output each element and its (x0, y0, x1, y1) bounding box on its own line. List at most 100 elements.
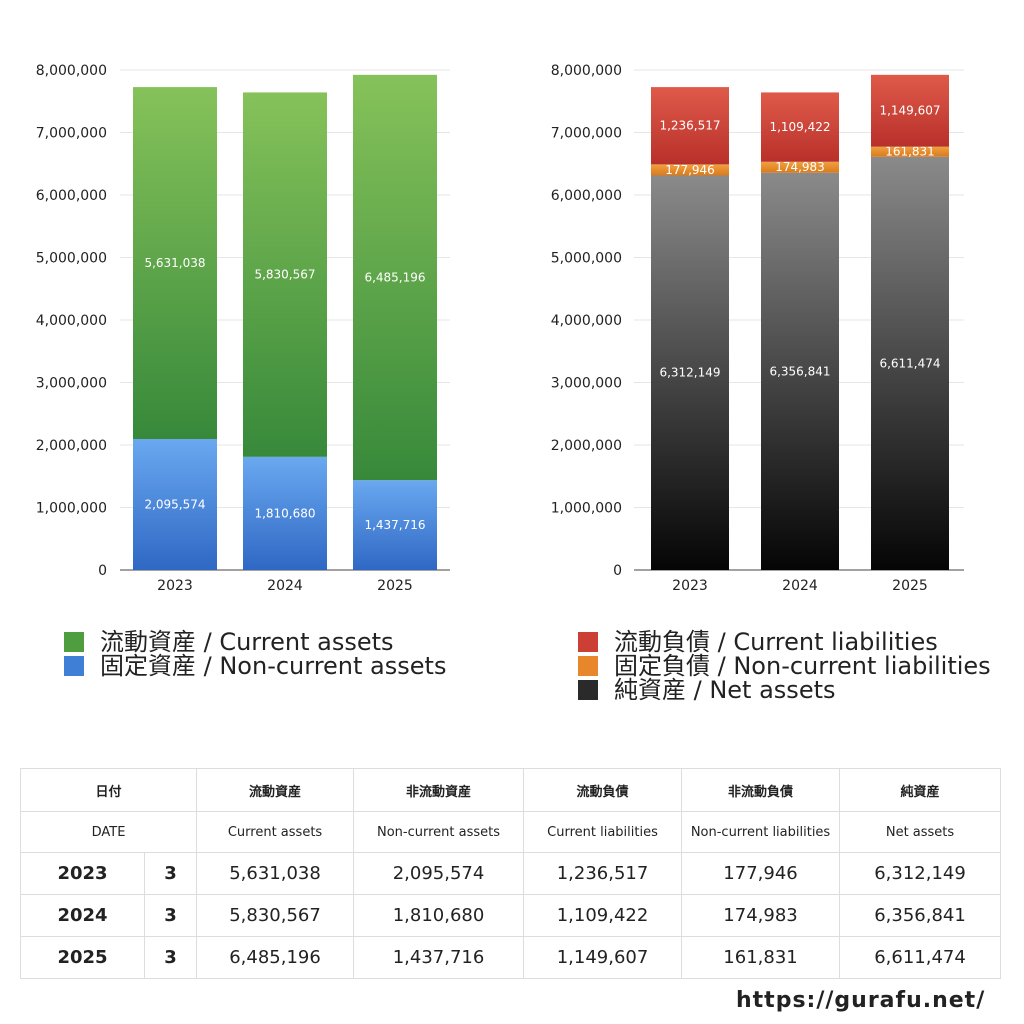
legend-item-net-assets: 純資産 / Net assets (578, 678, 991, 702)
bar-segment (651, 164, 729, 176)
data-label: 1,149,607 (879, 104, 940, 118)
bar-segment (761, 172, 839, 570)
data-label: 1,236,517 (659, 119, 720, 133)
table-header-cell: Current liabilities (523, 811, 683, 853)
table-cell: 1,437,716 (353, 936, 525, 979)
table-cell: 6,611,474 (839, 936, 1002, 979)
bar-segment (353, 480, 437, 570)
table-header-cell: Current assets (196, 811, 355, 853)
assets-chart: 0 1,000,000 2,000,000 3,000,000 4,000,000 5,0… (36, 63, 450, 594)
table-cell-month: 3 (143, 894, 198, 937)
table-cell: 5,631,038 (196, 852, 355, 895)
legend-swatch (578, 656, 598, 676)
data-label: 5,631,038 (144, 256, 205, 270)
table-cell: 6,485,196 (196, 936, 355, 979)
bar-segment (353, 74, 437, 481)
table-header-cell: DATE (19, 811, 198, 853)
data-label: 6,356,841 (769, 364, 830, 378)
bar-segment (651, 175, 729, 570)
data-label: 6,312,149 (659, 366, 720, 380)
legend-label: 流動資産 / Current assets (100, 628, 394, 656)
y-tick-label: 1,000,000 (551, 501, 622, 517)
table-cell: 1,109,422 (523, 894, 683, 937)
table-cell: 174,983 (681, 894, 841, 937)
x-tick-label: 2025 (377, 578, 413, 594)
table-cell-year: 2024 (20, 894, 145, 937)
table-cell-year: 2023 (20, 852, 145, 895)
y-tick-label: 4,000,000 (551, 313, 622, 329)
assets-legend: 流動資産 / Current assets 固定資産 / Non-current… (64, 630, 446, 678)
legend-swatch (578, 632, 598, 652)
x-tick-label: 2023 (672, 578, 708, 594)
bar-segment (871, 156, 949, 570)
data-label: 6,485,196 (364, 270, 425, 284)
table-cell-month: 3 (143, 936, 198, 979)
data-label: 161,831 (885, 145, 935, 159)
bar-segment (133, 87, 217, 440)
bar-segment (761, 92, 839, 162)
legend-item-non-current-assets: 固定資産 / Non-current assets (64, 654, 446, 678)
table-header-cell: 日付 (19, 768, 198, 812)
table-header-cell: 流動資産 (196, 768, 355, 812)
legend-label: 固定資産 / Non-current assets (100, 652, 447, 680)
table-cell: 6,312,149 (839, 852, 1002, 895)
table-cell: 161,831 (681, 936, 841, 979)
bar-segment (243, 92, 327, 457)
table-cell-month: 3 (143, 852, 198, 895)
table-header-cell: 非流動資産 (353, 768, 525, 812)
table-header-row-en: DATE Current assets Non-current assets C… (19, 811, 1002, 853)
bar-segment (871, 74, 949, 147)
footer-url: https://gurafu.net/ (736, 988, 986, 1013)
legend-swatch (578, 680, 598, 700)
table-header-cell: Non-current assets (353, 811, 525, 853)
table-header-cell: 流動負債 (523, 768, 683, 812)
data-label: 5,830,567 (254, 268, 315, 282)
legend-swatch (64, 632, 84, 652)
liabilities-legend: 流動負債 / Current liabilities 固定負債 / Non-cu… (578, 630, 991, 702)
data-label: 177,946 (665, 163, 715, 177)
data-label: 1,810,680 (254, 506, 315, 520)
bar-segment (651, 87, 729, 165)
y-tick-label: 2,000,000 (551, 438, 622, 454)
table-cell: 177,946 (681, 852, 841, 895)
x-tick-label: 2024 (782, 578, 818, 594)
legend-item-current-liabilities: 流動負債 / Current liabilities (578, 630, 991, 654)
x-tick-label: 2024 (267, 578, 303, 594)
y-tick-label: 1,000,000 (36, 501, 107, 517)
data-label: 2,095,574 (144, 498, 205, 512)
y-tick-label: 0 (98, 563, 107, 579)
y-tick-label: 7,000,000 (551, 126, 622, 142)
legend-label: 純資産 / Net assets (614, 676, 836, 704)
y-tick-label: 3,000,000 (36, 376, 107, 392)
table-cell: 2,095,574 (353, 852, 525, 895)
table-cell: 1,236,517 (523, 852, 683, 895)
table-header-cell: 非流動負債 (681, 768, 841, 812)
data-label: 1,437,716 (364, 518, 425, 532)
data-label: 174,983 (775, 160, 825, 174)
data-label: 1,109,422 (769, 120, 830, 134)
y-tick-label: 6,000,000 (36, 188, 107, 204)
table-header-cell: 純資産 (839, 768, 1002, 812)
legend-label: 固定負債 / Non-current liabilities (614, 652, 991, 680)
table-cell-year: 2025 (20, 936, 145, 979)
bar-segment (761, 161, 839, 173)
liabilities-net-assets-chart: 0 1,000,000 2,000,000 3,000,000 4,000,000 5,0… (551, 63, 964, 594)
financial-data-table: 日付 流動資産 非流動資産 流動負債 非流動負債 純資産 DATE Curren… (19, 768, 1002, 979)
table-row: 2025 3 6,485,196 1,437,716 1,149,607 161… (20, 936, 1002, 979)
x-tick-label: 2025 (892, 578, 928, 594)
bar-segment (243, 456, 327, 570)
table-row: 2023 3 5,631,038 2,095,574 1,236,517 177… (20, 852, 1002, 895)
data-label: 6,611,474 (879, 356, 940, 370)
y-tick-label: 4,000,000 (36, 313, 107, 329)
table-header-cell: Non-current liabilities (681, 811, 841, 853)
y-tick-label: 8,000,000 (36, 63, 107, 79)
table-row: 2024 3 5,830,567 1,810,680 1,109,422 174… (20, 894, 1002, 937)
y-tick-label: 5,000,000 (36, 251, 107, 267)
table-cell: 1,810,680 (353, 894, 525, 937)
y-tick-label: 8,000,000 (551, 63, 622, 79)
y-tick-label: 0 (613, 563, 622, 579)
x-tick-label: 2023 (157, 578, 193, 594)
table-header-cell: Net assets (839, 811, 1002, 853)
legend-label: 流動負債 / Current liabilities (614, 628, 938, 656)
y-tick-label: 7,000,000 (36, 126, 107, 142)
